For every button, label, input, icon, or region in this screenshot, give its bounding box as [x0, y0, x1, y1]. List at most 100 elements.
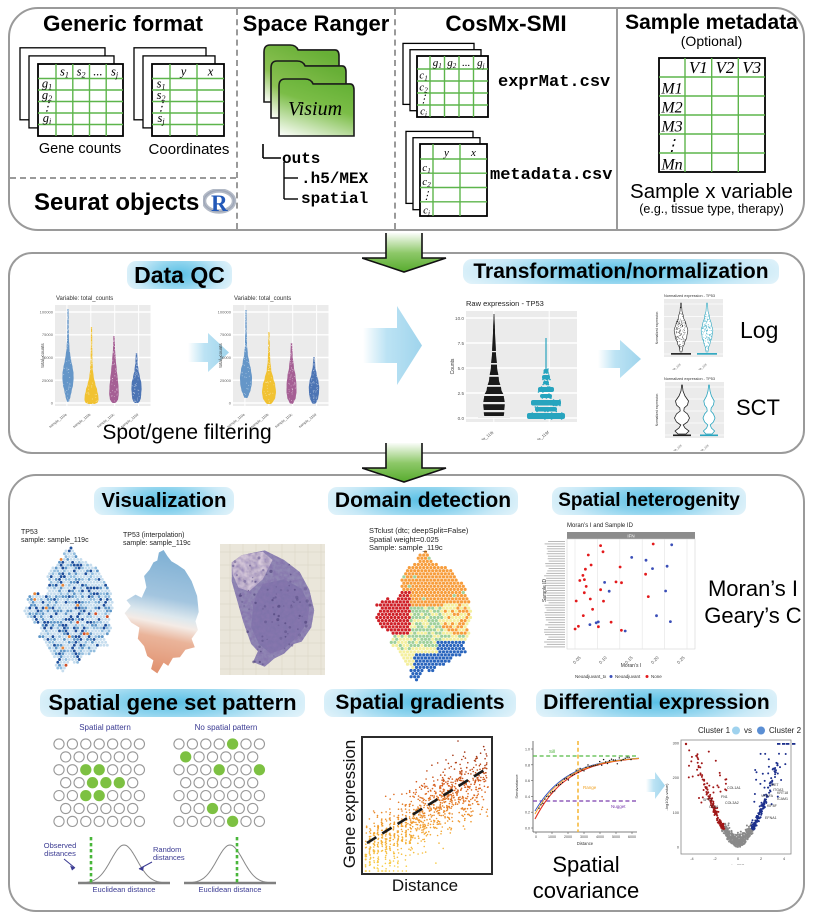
svg-text:distances: distances [153, 853, 185, 862]
svg-text:Observed: Observed [44, 841, 77, 850]
svg-text:sample_119: sample_119 [694, 443, 709, 451]
svg-text:Mn: Mn [660, 157, 682, 174]
svg-text:Neoadjuvant_tx: Neoadjuvant_tx [575, 674, 607, 679]
svg-text:6000: 6000 [628, 835, 636, 839]
svg-text:4: 4 [783, 857, 785, 861]
svg-text:7.5: 7.5 [458, 341, 465, 346]
svg-text:⋮: ⋮ [418, 94, 429, 106]
svg-text:vs: vs [744, 726, 752, 735]
svg-text:y: y [179, 65, 187, 79]
svg-text:M3: M3 [660, 119, 682, 136]
svg-text:0.05: 0.05 [572, 655, 582, 665]
svg-text:Range: Range [583, 785, 597, 790]
svg-text:0.4: 0.4 [525, 795, 530, 799]
svg-text:0.10: 0.10 [598, 655, 608, 665]
svg-text:Normalized expression - TP53: Normalized expression - TP53 [664, 294, 715, 298]
svg-text:sj: sj [157, 111, 165, 126]
svg-text:c1: c1 [422, 162, 430, 175]
svg-text:Neoadjuvant: Neoadjuvant [615, 674, 641, 679]
svg-text:300: 300 [673, 742, 679, 746]
svg-text:0.0: 0.0 [525, 827, 530, 831]
svg-text:...: ... [93, 65, 102, 79]
svg-text:c1: c1 [419, 70, 427, 83]
svg-text:MET: MET [771, 783, 779, 787]
svg-text:0.0: 0.0 [458, 416, 465, 421]
svg-text:Normalized expression: Normalized expression [655, 312, 659, 345]
svg-text:SPP1: SPP1 [703, 798, 712, 802]
svg-text:0.25: 0.25 [676, 655, 686, 665]
svg-text:100000: 100000 [218, 310, 232, 315]
svg-text:4000: 4000 [596, 835, 604, 839]
svg-text:sample_119: sample_119 [666, 362, 681, 370]
svg-text:No spatial pattern: No spatial pattern [195, 723, 258, 732]
svg-text:Euclidean distance: Euclidean distance [93, 885, 156, 894]
svg-text:Sill: Sill [549, 749, 555, 754]
svg-text:⋮: ⋮ [421, 190, 432, 202]
svg-text:s2: s2 [157, 88, 166, 103]
svg-text:s2: s2 [77, 65, 86, 80]
svg-text:200: 200 [673, 776, 679, 780]
svg-text:x: x [470, 147, 476, 159]
svg-text:0.8: 0.8 [525, 763, 530, 767]
svg-text:75000: 75000 [220, 332, 232, 337]
svg-text:0: 0 [51, 401, 54, 406]
svg-text:Cluster 2: Cluster 2 [769, 726, 802, 735]
svg-text:5000: 5000 [612, 835, 620, 839]
svg-text:VEGFA: VEGFA [761, 794, 774, 798]
svg-text:gj: gj [477, 57, 485, 70]
svg-text:Cluster 1: Cluster 1 [698, 726, 731, 735]
svg-text:FN1: FN1 [721, 795, 728, 799]
svg-text:2000: 2000 [564, 835, 572, 839]
svg-text:V3: V3 [742, 58, 761, 77]
svg-text:-2: -2 [713, 857, 716, 861]
svg-text:Normalized expression: Normalized expression [655, 394, 659, 427]
svg-text:10.0: 10.0 [455, 316, 464, 321]
svg-text:0.6: 0.6 [525, 779, 530, 783]
svg-text:sample_119: sample_119 [692, 362, 707, 370]
svg-text:2.5: 2.5 [458, 391, 465, 396]
svg-text:1000: 1000 [548, 835, 556, 839]
svg-text:R: R [211, 191, 228, 216]
svg-text:2: 2 [760, 857, 762, 861]
svg-text:ci: ci [420, 106, 427, 119]
svg-text:V1: V1 [689, 58, 708, 77]
svg-text:0: 0 [677, 846, 679, 850]
svg-text:50000: 50000 [42, 355, 54, 360]
svg-text:Semivariance: Semivariance [514, 774, 519, 799]
svg-text:M2: M2 [660, 100, 682, 117]
svg-text:25000: 25000 [42, 378, 54, 383]
svg-text:...: ... [462, 57, 470, 69]
svg-text:c2: c2 [419, 82, 428, 95]
svg-text:cj: cj [423, 205, 430, 218]
svg-text:Distance: Distance [577, 841, 594, 846]
svg-text:y: y [443, 147, 449, 159]
svg-text:Moran’s I: Moran’s I [621, 663, 641, 669]
svg-text:sample_119i: sample_119i [473, 430, 495, 440]
svg-text:s1: s1 [60, 65, 69, 80]
svg-text:Nugget: Nugget [611, 804, 626, 809]
svg-text:Raw expression - TP53: Raw expression - TP53 [466, 299, 544, 308]
svg-text:Random: Random [153, 845, 181, 854]
svg-text:total_counts: total_counts [40, 343, 45, 368]
svg-text:Counts: Counts [450, 358, 456, 374]
svg-text:g2: g2 [447, 57, 457, 70]
svg-text:1.0: 1.0 [525, 748, 530, 752]
svg-text:0.2: 0.2 [525, 811, 530, 815]
svg-text:x: x [207, 65, 214, 79]
svg-text:sample_119a: sample_119a [48, 413, 67, 429]
svg-text:M1: M1 [660, 81, 682, 98]
svg-text:sample_119f: sample_119f [528, 429, 550, 440]
svg-text:g2: g2 [42, 88, 52, 103]
svg-text:⋮: ⋮ [664, 138, 680, 155]
svg-text:Visium: Visium [288, 98, 342, 120]
svg-text:Sample ID: Sample ID [542, 578, 548, 602]
svg-text:KIF8F: KIF8F [767, 804, 778, 808]
svg-text:100: 100 [673, 811, 679, 815]
svg-text:0.20: 0.20 [650, 655, 660, 665]
svg-text:ITGA3: ITGA3 [773, 788, 783, 792]
svg-text:25000: 25000 [220, 378, 232, 383]
svg-text:100000: 100000 [40, 310, 54, 315]
svg-text:gi: gi [43, 111, 51, 126]
svg-text:0: 0 [229, 401, 232, 406]
svg-text:⋮: ⋮ [155, 100, 168, 114]
